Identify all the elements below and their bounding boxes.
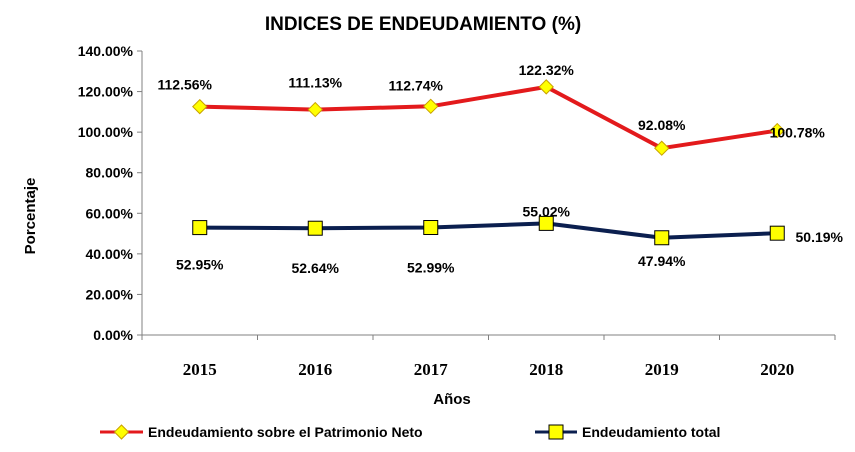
chart-title: INDICES DE ENDEUDAMIENTO (%) bbox=[265, 14, 581, 35]
x-tick-label: 2018 bbox=[529, 360, 563, 379]
data-label: 50.19% bbox=[796, 229, 844, 245]
series-line bbox=[199, 221, 778, 240]
data-label: 47.94% bbox=[638, 253, 686, 269]
y-tick-label: 80.00% bbox=[86, 165, 134, 181]
legend-item-2: Endeudamiento total bbox=[535, 424, 720, 440]
legend: Endeudamiento sobre el Patrimonio Neto En… bbox=[100, 424, 720, 440]
data-point bbox=[307, 101, 323, 118]
data-point bbox=[307, 220, 323, 236]
y-tick-label: 140.00% bbox=[78, 43, 134, 59]
data-label: 112.56% bbox=[158, 77, 213, 93]
data-label: 52.95% bbox=[176, 257, 224, 273]
plot-area: 0.00% 20.00% 40.00% 60.00% 80.00% 100.00% 120.… bbox=[78, 43, 844, 379]
x-tick-label: 2015 bbox=[183, 360, 217, 379]
y-tick-label: 20.00% bbox=[86, 286, 134, 302]
data-point bbox=[423, 220, 439, 236]
x-tick-label: 2017 bbox=[414, 360, 449, 379]
data-point bbox=[769, 225, 785, 241]
series-1: 112.56% 111.13% 112.74% 122.32% 92.08% 100.78… bbox=[158, 62, 826, 156]
data-label: 122.32% bbox=[519, 62, 575, 78]
data-point bbox=[769, 122, 785, 139]
data-point bbox=[654, 230, 670, 246]
legend-marker bbox=[113, 424, 130, 440]
x-tick-label: 2020 bbox=[760, 360, 794, 379]
data-label: 100.78% bbox=[770, 125, 826, 141]
data-label: 112.74% bbox=[389, 77, 444, 93]
data-label: 55.02% bbox=[523, 203, 571, 219]
data-label: 52.99% bbox=[407, 260, 455, 276]
legend-label: Endeudamiento sobre el Patrimonio Neto bbox=[148, 424, 423, 440]
data-point bbox=[192, 220, 208, 236]
data-point bbox=[423, 98, 439, 115]
x-tick-label: 2019 bbox=[645, 360, 679, 379]
y-tick-label: 120.00% bbox=[78, 84, 134, 100]
x-tick-label: 2016 bbox=[298, 360, 332, 379]
data-point bbox=[654, 140, 670, 156]
x-axis-label: Años bbox=[433, 391, 471, 408]
y-tick-label: 60.00% bbox=[86, 205, 134, 221]
series-2: 52.95% 52.64% 52.99% 55.02% 47.94% 50.19% bbox=[176, 203, 844, 276]
y-tick-label: 40.00% bbox=[86, 246, 134, 262]
data-point bbox=[538, 79, 554, 95]
legend-marker bbox=[548, 424, 564, 440]
legend-label: Endeudamiento total bbox=[582, 424, 720, 440]
data-label: 92.08% bbox=[638, 117, 686, 133]
y-tick-label: 100.00% bbox=[78, 124, 134, 140]
data-label: 111.13% bbox=[288, 75, 342, 91]
legend-item-1: Endeudamiento sobre el Patrimonio Neto bbox=[100, 424, 423, 440]
y-tick-label: 0.00% bbox=[93, 327, 133, 343]
series-line bbox=[199, 84, 778, 151]
data-point bbox=[192, 98, 208, 115]
data-label: 52.64% bbox=[292, 260, 340, 276]
data-point bbox=[538, 215, 554, 231]
y-axis-label: Porcentaje bbox=[22, 178, 39, 255]
